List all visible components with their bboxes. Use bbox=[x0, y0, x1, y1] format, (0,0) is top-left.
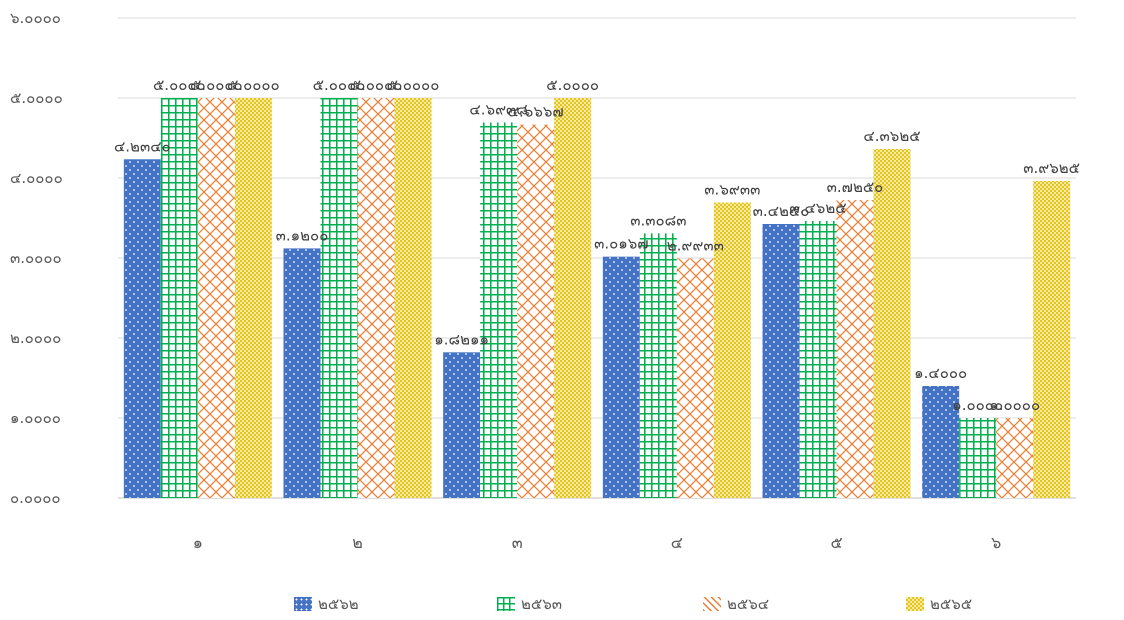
chart-legend: ๒๕๖๒ ๒๕๖๓ ๒๕๖๔ ๒๕๖๕ bbox=[0, 592, 1124, 614]
bar bbox=[443, 352, 481, 498]
legend-label: ๒๕๖๒ bbox=[318, 595, 359, 613]
gridlines bbox=[118, 17, 1076, 499]
data-label: ๕.๐๐๐๐ bbox=[190, 76, 243, 94]
data-label: ๕.๐๐๐๐ bbox=[313, 76, 366, 94]
data-label: ๕.๐๐๐๐ bbox=[387, 76, 440, 94]
legend-item: ๒๕๖๓ bbox=[497, 592, 562, 616]
data-label: ๓.๗๒๕๐ bbox=[827, 178, 884, 196]
data-label: ๓.๑๒๐๐ bbox=[276, 226, 329, 244]
bar bbox=[480, 122, 518, 498]
legend-label: ๒๕๖๔ bbox=[727, 595, 770, 613]
bar bbox=[873, 149, 911, 498]
x-tick-label: ๒ bbox=[352, 533, 363, 552]
bar bbox=[320, 98, 358, 498]
x-tick-label: ๔ bbox=[671, 533, 683, 552]
bar bbox=[602, 256, 640, 498]
legend-label: ๒๕๖๓ bbox=[521, 595, 563, 613]
bar bbox=[394, 98, 432, 498]
data-label: ๓.๓๐๘๓ bbox=[630, 211, 686, 229]
bar bbox=[713, 202, 751, 498]
y-tick-label: ๖.๐๐๐๐ bbox=[10, 9, 61, 27]
bar bbox=[160, 98, 198, 498]
legend-swatch bbox=[703, 597, 721, 611]
data-label: ๓.๔๒๕๐ bbox=[753, 202, 810, 220]
bar bbox=[676, 258, 714, 498]
data-label: ๓.๔๖๒๕ bbox=[789, 199, 846, 217]
x-axis-tick-labels: ๑ ๒ ๓ ๔ ๕ ๖ bbox=[193, 533, 1001, 552]
data-labels: ๔.๒๓๔๐๕.๐๐๐๐๕.๐๐๐๐๕.๐๐๐๐๓.๑๒๐๐๕.๐๐๐๐๕.๐๐… bbox=[114, 76, 1080, 414]
legend-item: ๒๕๖๔ bbox=[703, 592, 769, 616]
data-label: ๑.๔๐๐๐ bbox=[914, 364, 967, 382]
bar bbox=[922, 386, 960, 498]
data-label: ๓.๖๙๓๓ bbox=[704, 181, 760, 199]
data-label: ๑.๐๐๐๐ bbox=[952, 396, 1003, 414]
legend-swatch bbox=[294, 597, 312, 611]
bar bbox=[959, 418, 997, 498]
legend-swatch bbox=[906, 597, 924, 611]
x-tick-label: ๓ bbox=[512, 533, 523, 552]
y-axis-tick-labels: ๐.๐๐๐๐ ๑.๐๐๐๐ ๒.๐๐๐๐ ๓.๐๐๐๐ ๔.๐๐๐๐ ๕.๐๐๐๐ ๖.๐๐… bbox=[10, 9, 63, 507]
data-label: ๑.๘๒๑๑ bbox=[434, 330, 489, 348]
y-tick-label: ๔.๐๐๐๐ bbox=[10, 169, 63, 187]
y-tick-label: ๐.๐๐๐๐ bbox=[10, 489, 61, 507]
bar bbox=[197, 98, 235, 498]
bar bbox=[357, 98, 395, 498]
bar bbox=[762, 224, 800, 498]
data-label: ๑.๐๐๐๐ bbox=[989, 396, 1040, 414]
data-label: ๒.๙๙๓๓ bbox=[667, 237, 724, 255]
y-tick-label: ๕.๐๐๐๐ bbox=[10, 89, 63, 107]
bars bbox=[123, 98, 1071, 498]
bar bbox=[517, 124, 555, 498]
legend-item: ๒๕๖๕ bbox=[906, 592, 972, 616]
legend-item: ๒๕๖๒ bbox=[294, 592, 359, 616]
bar bbox=[836, 200, 874, 498]
bar bbox=[639, 233, 677, 498]
x-tick-label: ๑ bbox=[193, 533, 203, 552]
x-tick-label: ๕ bbox=[830, 533, 842, 552]
data-label: ๓.๙๖๒๕ bbox=[1023, 159, 1080, 177]
y-tick-label: ๒.๐๐๐๐ bbox=[10, 329, 61, 347]
bar bbox=[283, 248, 321, 498]
bar bbox=[996, 418, 1034, 498]
data-label: ๔.๓๖๒๕ bbox=[863, 127, 920, 145]
data-label: ๕.๐๐๐๐ bbox=[350, 76, 403, 94]
y-tick-label: ๑.๐๐๐๐ bbox=[10, 409, 61, 427]
legend-label: ๒๕๖๕ bbox=[930, 595, 973, 613]
data-label: ๕.๐๐๐๐ bbox=[227, 76, 280, 94]
bar bbox=[234, 98, 272, 498]
bar bbox=[799, 221, 837, 498]
bar-chart: ๐.๐๐๐๐ ๑.๐๐๐๐ ๒.๐๐๐๐ ๓.๐๐๐๐ ๔.๐๐๐๐ ๕.๐๐๐๐ ๖.๐๐… bbox=[10, 9, 1080, 552]
data-label: ๔.๒๓๔๐ bbox=[114, 137, 171, 155]
bar bbox=[554, 98, 592, 498]
data-label: ๕.๐๐๐๐ bbox=[546, 76, 599, 94]
bar bbox=[123, 159, 161, 498]
legend-swatch bbox=[497, 597, 515, 611]
bar bbox=[1033, 181, 1071, 498]
data-label: ๕.๐๐๐๐ bbox=[153, 76, 206, 94]
data-label: ๓.๐๑๖๗ bbox=[594, 235, 649, 253]
y-tick-label: ๓.๐๐๐๐ bbox=[10, 249, 62, 267]
data-label: ๔.๖๙๓๘ bbox=[469, 100, 527, 118]
x-tick-label: ๖ bbox=[991, 533, 1001, 552]
data-label: ๔.๖๖๖๗ bbox=[508, 103, 564, 121]
